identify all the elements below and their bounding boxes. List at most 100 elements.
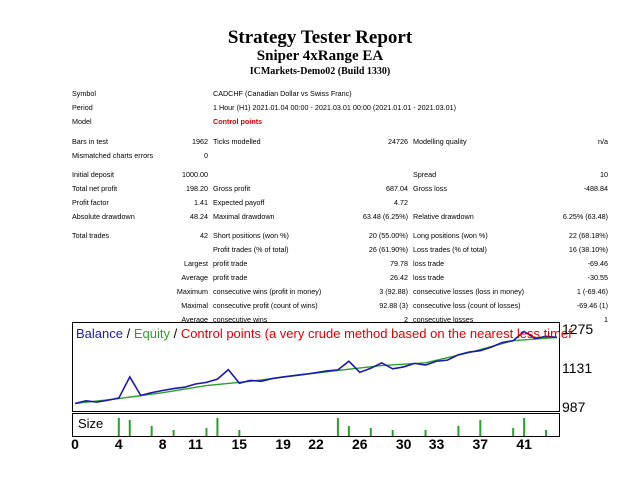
size-bar: [128, 420, 131, 436]
max-wins-label: consecutive wins (profit in money): [213, 287, 322, 296]
largest-loss-value: -69.46: [587, 259, 608, 268]
avg-profit-value: 26.42: [390, 273, 408, 282]
x-tick-label: 26: [352, 436, 368, 452]
model-label: Model: [72, 117, 92, 126]
abs-drawdown-value: 48.24: [190, 212, 208, 221]
x-tick-label: 37: [472, 436, 489, 452]
max-losses-label: consecutive losses (loss in money): [413, 287, 525, 296]
net-profit-label: Total net profit: [72, 184, 118, 193]
x-tick-label: 0: [71, 436, 79, 452]
y-tick-label: 987: [562, 399, 586, 415]
long-positions-label: Long positions (won %): [413, 231, 488, 240]
avg-wins-label: consecutive wins: [213, 315, 268, 324]
maximal-loss-label: consecutive loss (count of losses): [413, 301, 521, 310]
profit-trades-label: Profit trades (% of total): [213, 245, 289, 254]
spread-label: Spread: [413, 170, 437, 179]
size-bar: [238, 430, 241, 436]
profit-factor-value: 1.41: [194, 198, 208, 207]
avg-profit-label: profit trade: [213, 273, 248, 282]
ea-name: Sniper 4xRange EA: [256, 48, 384, 64]
avg-wins-value: 2: [404, 315, 408, 324]
long-positions-value: 22 (68.18%): [568, 231, 608, 240]
legend-sep-2: /: [169, 326, 181, 341]
x-tick-label: 22: [308, 436, 324, 452]
gross-loss-label: Gross loss: [413, 184, 447, 193]
profit-trades-value: 26 (61.90%): [368, 245, 408, 254]
largest-loss-label: loss trade: [413, 259, 445, 268]
maximal-profit-label: consecutive profit (count of wins): [213, 301, 318, 310]
x-tick-label: 19: [275, 436, 291, 452]
model-value: Control points: [213, 117, 263, 126]
y-tick-label: 1275: [562, 321, 594, 337]
chart-legend: Balance / Equity / Control points (a ver…: [76, 326, 572, 341]
size-bar: [117, 418, 120, 436]
ticks-value: 24726: [388, 137, 408, 146]
average2-label: Average: [181, 315, 208, 324]
x-tick-label: 11: [188, 436, 203, 452]
period-label: Period: [72, 103, 93, 112]
rel-drawdown-value: 6.25% (63.48): [562, 212, 608, 221]
deposit-label: Initial deposit: [72, 170, 114, 179]
largest-label: Largest: [184, 259, 208, 268]
avg-loss-label: loss trade: [413, 273, 445, 282]
legend-balance: Balance: [76, 326, 123, 341]
mismatch-label: Mismatched charts errors: [72, 151, 154, 160]
legend-control-points: Control points (a very crude method base…: [180, 326, 572, 341]
x-tick-label: 4: [114, 436, 123, 452]
x-tick-label: 15: [231, 436, 248, 452]
size-bar: [347, 426, 350, 436]
net-profit-value: 198.20: [186, 184, 208, 193]
legend-equity: Equity: [133, 326, 170, 341]
size-chart-svg: [117, 418, 548, 436]
x-tick-label: 41: [516, 436, 532, 452]
x-tick-label: 8: [158, 436, 167, 452]
x-tick-label: 30: [395, 436, 412, 452]
max-drawdown-label: Maximal drawdown: [213, 212, 275, 221]
max-wins-value: 3 (92.88): [379, 287, 408, 296]
report-title: Strategy Tester Report: [227, 27, 413, 48]
maximal-profit-value: 92.88 (3): [379, 301, 408, 310]
size-bar: [479, 420, 482, 436]
max-drawdown-value: 63.48 (6.25%): [362, 212, 408, 221]
size-bar: [523, 418, 526, 436]
series-line-balance: [74, 330, 558, 405]
max-losses-value: 1 (-69.46): [576, 287, 608, 296]
total-trades-label: Total trades: [72, 231, 110, 240]
profit-factor-label: Profit factor: [72, 198, 109, 207]
maximum-label: Maximum: [176, 287, 208, 296]
payoff-value: 4.72: [394, 198, 408, 207]
size-bar: [391, 430, 394, 436]
avg-loss-value: -30.55: [587, 273, 608, 282]
short-positions-value: 20 (55.00%): [368, 231, 408, 240]
bars-value: 1962: [192, 137, 208, 146]
mismatch-value: 0: [204, 151, 208, 160]
deposit-value: 1000.00: [182, 170, 208, 179]
largest-profit-label: profit trade: [213, 259, 248, 268]
x-tick-label: 33: [428, 436, 445, 452]
size-bar: [172, 430, 175, 436]
avg-losses-label: consecutive losses: [413, 315, 474, 324]
quality-value: n/a: [598, 137, 608, 146]
bars-label: Bars in test: [72, 137, 108, 146]
quality-label: Modelling quality: [413, 137, 467, 146]
gross-profit-label: Gross profit: [213, 184, 251, 193]
short-positions-label: Short positions (won %): [213, 231, 289, 240]
period-value: 1 Hour (H1) 2021.01.04 00:00 - 2021.03.0…: [213, 103, 456, 112]
largest-profit-value: 79.78: [390, 259, 408, 268]
maximal-label: Maximal: [181, 301, 208, 310]
size-bar: [424, 430, 427, 436]
size-bar: [205, 428, 208, 436]
size-panel: [72, 413, 560, 437]
spread-value: 10: [600, 170, 608, 179]
balance-chart: [72, 322, 560, 412]
size-label: Size: [78, 416, 104, 431]
size-bar: [457, 426, 460, 436]
size-bar: [369, 428, 372, 436]
size-bar: [545, 430, 548, 436]
ticks-label: Ticks modelled: [213, 137, 261, 146]
payoff-label: Expected payoff: [213, 198, 265, 207]
size-bar: [150, 426, 153, 436]
size-bar: [216, 418, 219, 436]
abs-drawdown-label: Absolute drawdown: [72, 212, 135, 221]
symbol-label: Symbol: [72, 89, 96, 98]
